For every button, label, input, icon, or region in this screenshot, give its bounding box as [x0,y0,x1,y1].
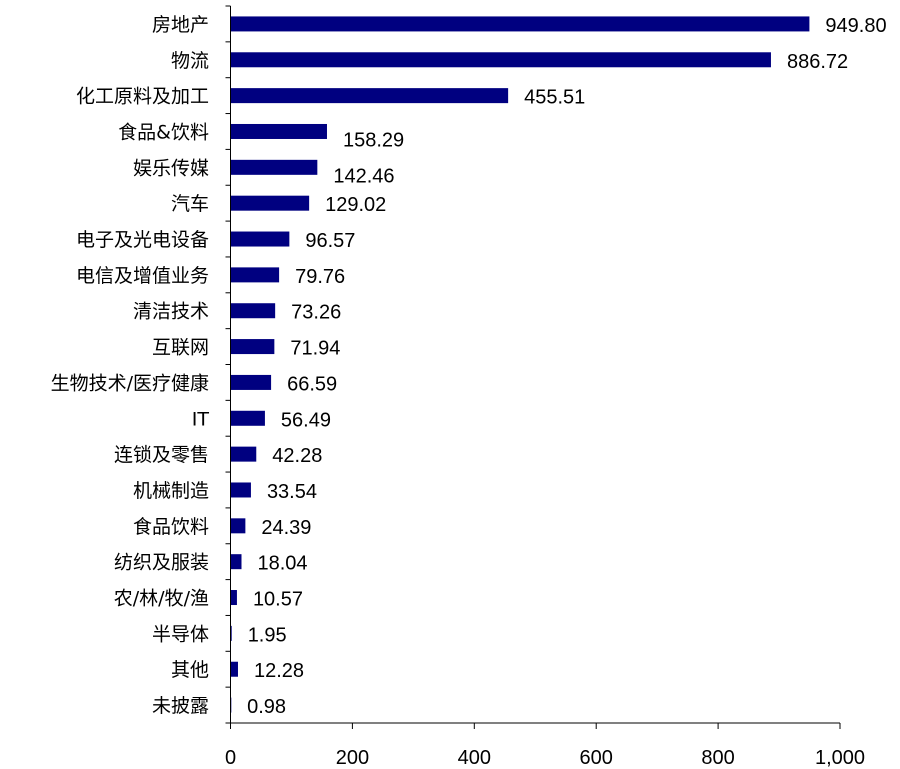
category-label: 互联网 [152,337,209,359]
category-label: 物流 [171,50,209,72]
bar-row-12 [230,446,257,462]
bar-row-10 [230,374,272,390]
bar-row-0 [230,16,810,32]
category-label: 汽车 [171,193,209,215]
bar-row-4 [230,159,318,175]
x-tick-label: 1,000 [815,747,865,769]
category-label: 食品&饮料 [118,121,209,143]
value-label: 96.57 [305,230,355,252]
x-tick-label: 0 [225,747,236,769]
value-label: 71.94 [290,338,340,360]
category-label: 食品饮料 [133,516,209,538]
value-label: 79.76 [295,266,345,288]
category-label: 半导体 [152,623,209,645]
category-label: 生物技术/医疗健康 [51,372,209,394]
category-label: 清洁技术 [133,301,209,323]
category-label: 电子及光电设备 [76,229,209,251]
bar-row-2 [230,88,509,104]
value-label: 0.98 [247,696,286,718]
value-label: 1.95 [248,624,287,646]
value-label: 886.72 [787,51,848,73]
x-tick-label: 400 [458,747,491,769]
value-label: 24.39 [261,517,311,539]
bar-row-16 [230,590,237,606]
category-label: 娱乐传媒 [133,157,209,179]
value-label: 18.04 [258,553,308,575]
bar-row-3 [230,123,327,139]
x-tick-label: 600 [580,747,613,769]
category-label: 房地产 [152,14,209,36]
category-label: 连锁及零售 [114,444,209,466]
value-label: 142.46 [333,165,394,187]
category-label: 化工原料及加工 [76,86,209,108]
bar-row-1 [230,52,771,68]
x-tick-label: 200 [336,747,369,769]
value-label: 73.26 [291,302,341,324]
value-label: 56.49 [281,409,331,431]
category-label: 未披露 [152,695,209,717]
bar-row-13 [230,482,251,498]
labels-layer: 房地产 949.80 物流 886.72 化工原料及加工 455.51 食品&饮料 158.2… [51,14,887,769]
bar-row-11 [230,410,265,426]
category-label: 机械制造 [133,480,209,502]
value-label: 42.28 [272,445,322,467]
value-label: 66.59 [287,373,337,395]
category-label: 农/林/牧/渔 [114,588,209,610]
category-label: 电信及增值业务 [76,265,209,287]
bar-row-6 [230,231,290,247]
bar-row-17 [230,625,232,641]
bar-row-9 [230,339,275,355]
bar-row-8 [230,303,276,319]
bar-row-5 [230,195,310,211]
value-label: 158.29 [343,129,404,151]
value-label: 33.54 [267,481,317,503]
category-label: 纺织及服装 [114,552,209,574]
bar-row-15 [230,554,242,570]
bar-row-18 [230,661,238,677]
category-label: IT [192,408,210,430]
bar-row-14 [230,518,246,534]
bars-layer [230,16,810,713]
value-label: 949.80 [825,15,886,37]
value-label: 455.51 [524,87,585,109]
value-label: 129.02 [325,194,386,216]
category-label: 其他 [171,659,209,681]
axes-layer [225,5,841,729]
value-label: 12.28 [254,660,304,682]
x-tick-label: 800 [701,747,734,769]
bar-row-7 [230,267,280,283]
value-label: 10.57 [253,589,303,611]
